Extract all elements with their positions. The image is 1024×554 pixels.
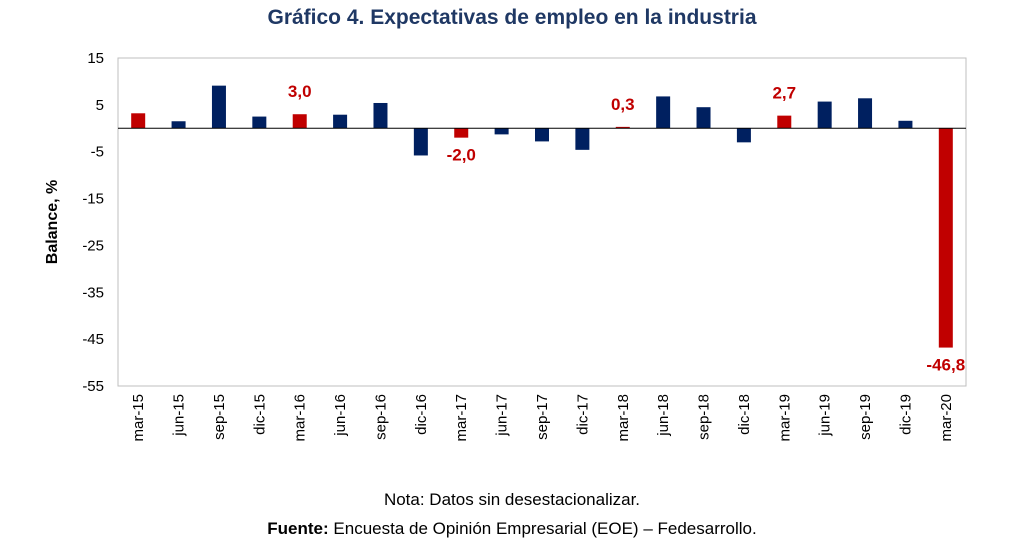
bar-dic-17: [575, 128, 590, 150]
x-tick-label: jun-17: [494, 394, 511, 437]
x-tick-label: dic-19: [897, 394, 914, 435]
bar-dic-15: [252, 116, 267, 129]
y-tick-label: -5: [91, 144, 104, 161]
bar-mar-17: [454, 128, 469, 138]
bar-dic-18: [736, 128, 751, 143]
y-tick-label: -35: [82, 284, 104, 301]
x-tick-label: dic-16: [413, 394, 430, 435]
y-axis-title: Balance, %: [44, 180, 61, 264]
x-tick-label: mar-15: [130, 394, 147, 442]
data-label-mar-17: -2,0: [447, 146, 476, 165]
x-tick-label: sep-18: [696, 394, 713, 440]
y-tick-label: -55: [82, 378, 104, 395]
x-tick-label: mar-16: [292, 394, 309, 442]
y-tick-label: 15: [87, 50, 104, 67]
bar-dic-19: [898, 120, 913, 129]
bar-jun-16: [333, 114, 348, 129]
bar-sep-17: [535, 128, 549, 142]
x-tick-label: mar-17: [453, 394, 470, 442]
bar-mar-19: [777, 115, 792, 129]
y-tick-label: -45: [82, 331, 104, 348]
data-label-mar-19: 2,7: [772, 84, 796, 103]
bar-sep-16: [373, 102, 388, 129]
chart-title: Gráfico 4. Expectativas de empleo en la …: [267, 6, 757, 29]
bar-sep-19: [858, 98, 873, 129]
data-label-mar-18: 0,3: [611, 95, 635, 114]
x-tick-label: sep-16: [372, 394, 389, 440]
bar-mar-18: [615, 126, 630, 129]
bar-jun-18: [656, 96, 671, 129]
chart-note: Nota: Datos sin desestacionalizar.: [383, 490, 641, 509]
chart-source: Fuente: Encuesta de Opinión Empresarial …: [0, 519, 1024, 539]
bar-mar-16: [292, 114, 307, 129]
source-text: Encuesta de Opinión Empresarial (EOE) – …: [328, 519, 757, 538]
x-tick-label: dic-18: [736, 394, 753, 435]
x-tick-label: jun-15: [171, 394, 188, 437]
x-tick-label: jun-18: [655, 394, 672, 437]
data-label-mar-16: 3,0: [288, 82, 312, 101]
x-tick-label: sep-17: [534, 394, 551, 440]
x-tick-label: mar-19: [776, 394, 793, 442]
x-tick-label: dic-17: [574, 394, 591, 435]
y-tick-label: -15: [82, 191, 104, 208]
bar-sep-18: [696, 107, 711, 129]
x-tick-label: dic-15: [251, 394, 268, 435]
x-tick-label: sep-15: [211, 394, 228, 440]
x-tick-label: jun-19: [817, 394, 834, 437]
bar-chart: 15 5 -5 -15 -25 -35 -45 -55 Balance, % mar-15 jun-…: [44, 50, 967, 442]
bar-sep-15: [211, 85, 226, 129]
source-label: Fuente:: [267, 519, 329, 538]
data-label-mar-20: -46,8: [926, 356, 965, 375]
x-tick-label: jun-16: [332, 394, 349, 437]
y-tick-label: 5: [96, 97, 104, 114]
bar-jun-19: [817, 101, 832, 129]
bar-dic-16: [413, 128, 428, 156]
bar-mar-20: [938, 128, 953, 348]
x-tick-label: mar-18: [615, 394, 632, 442]
bar-jun-15: [171, 121, 186, 129]
bar-mar-15: [131, 113, 146, 129]
plot-frame: [117, 57, 967, 387]
y-tick-label: -25: [82, 237, 104, 254]
x-tick-label: mar-20: [938, 394, 955, 442]
bar-jun-17: [494, 128, 509, 135]
x-tick-label: sep-19: [857, 394, 874, 440]
